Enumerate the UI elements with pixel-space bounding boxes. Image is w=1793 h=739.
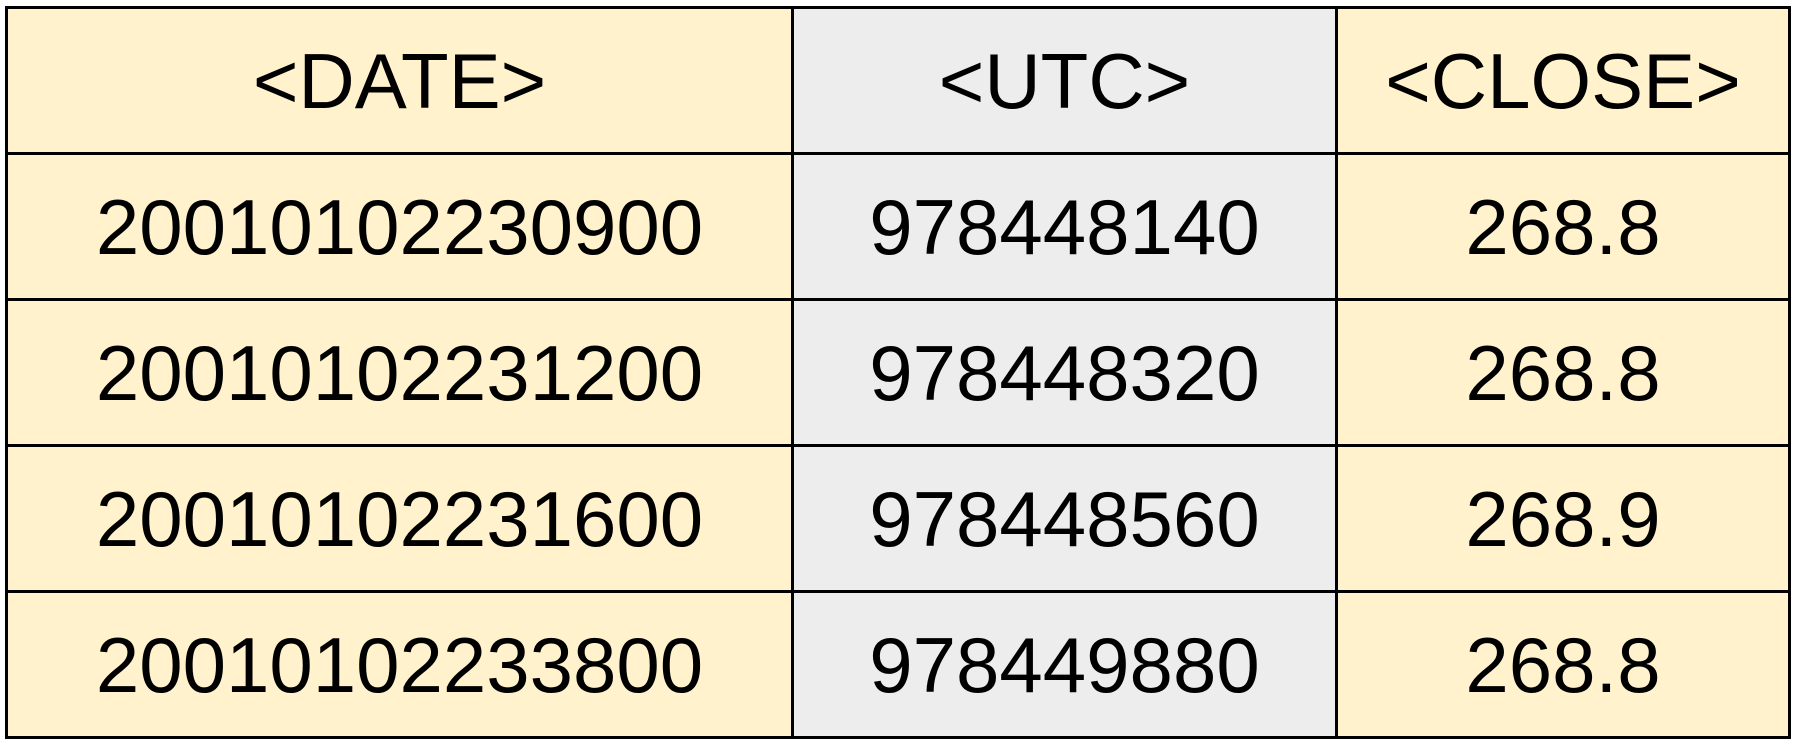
cell-close: 268.8 (1335, 298, 1791, 447)
cell-date: 20010102231600 (5, 444, 794, 593)
column-header-date: <DATE> (5, 6, 794, 155)
column-header-close: <CLOSE> (1335, 6, 1791, 155)
header-row: <DATE> <UTC> <CLOSE> (5, 6, 1791, 155)
cell-close: 268.8 (1335, 152, 1791, 301)
table-row: 20010102231600 978448560 268.9 (5, 444, 1791, 593)
cell-utc: 978449880 (791, 590, 1338, 739)
data-table: <DATE> <UTC> <CLOSE> 20010102230900 9784… (5, 6, 1791, 739)
cell-utc: 978448560 (791, 444, 1338, 593)
table-row: 20010102230900 978448140 268.8 (5, 152, 1791, 301)
cell-date: 20010102231200 (5, 298, 794, 447)
column-header-utc: <UTC> (791, 6, 1338, 155)
table-row: 20010102233800 978449880 268.8 (5, 590, 1791, 739)
cell-utc: 978448320 (791, 298, 1338, 447)
cell-close: 268.8 (1335, 590, 1791, 739)
cell-close: 268.9 (1335, 444, 1791, 593)
table-row: 20010102231200 978448320 268.8 (5, 298, 1791, 447)
cell-date: 20010102233800 (5, 590, 794, 739)
cell-utc: 978448140 (791, 152, 1338, 301)
cell-date: 20010102230900 (5, 152, 794, 301)
